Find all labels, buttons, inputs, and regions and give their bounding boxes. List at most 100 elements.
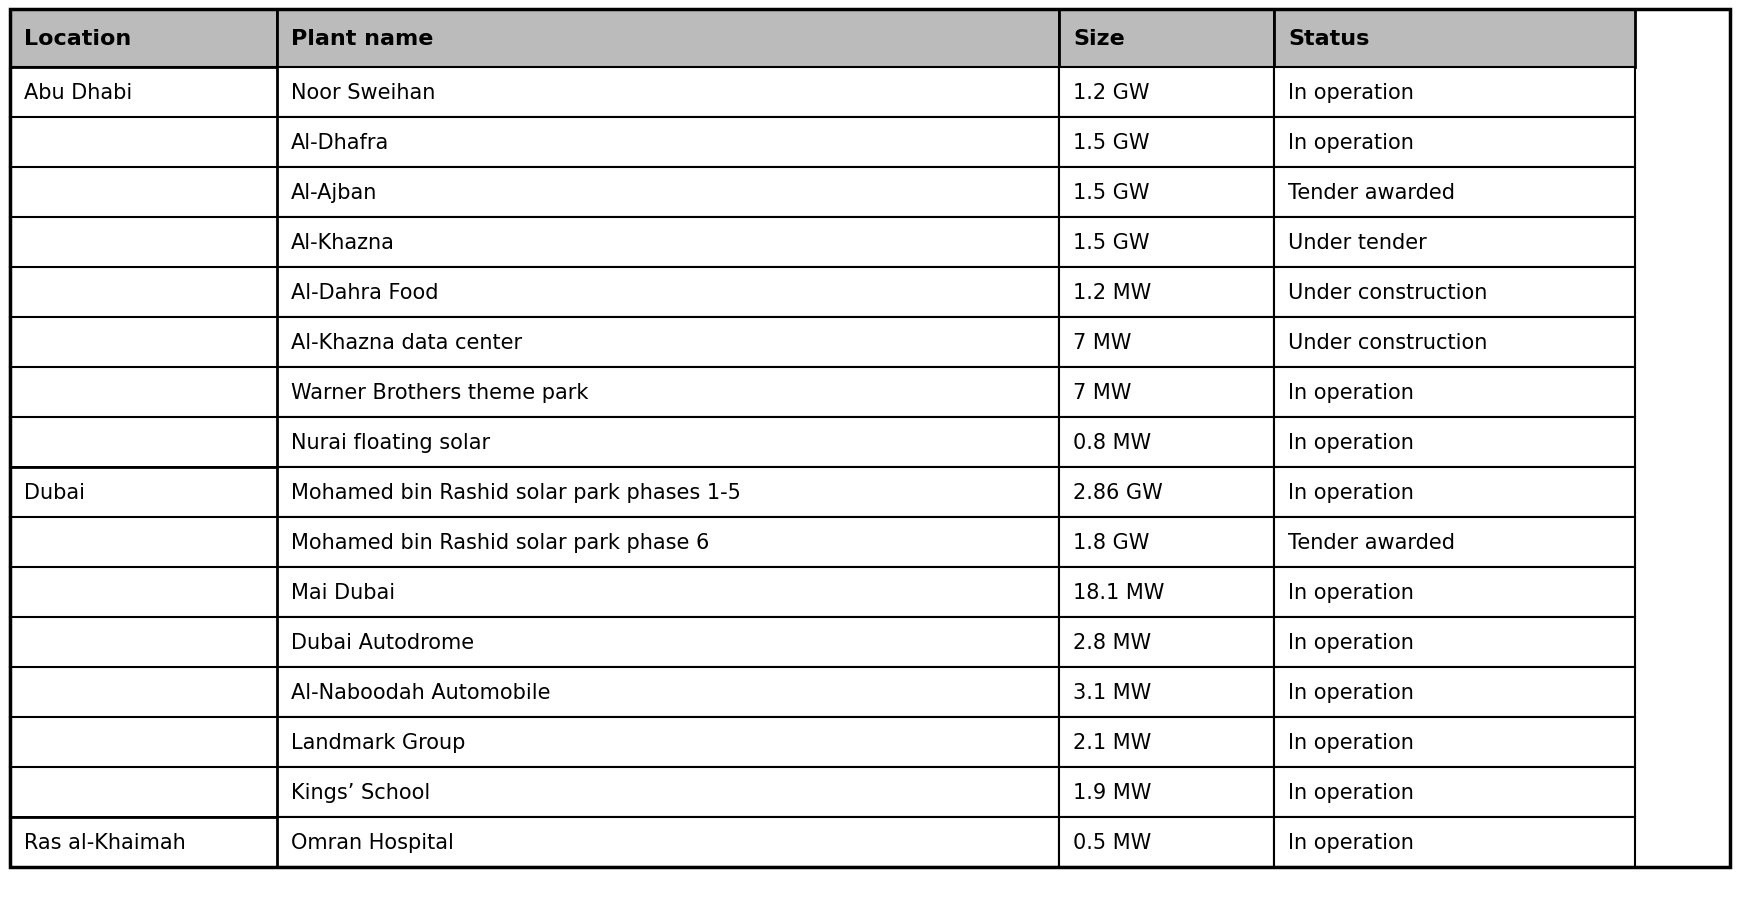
Bar [1059, 218, 1273, 267]
Text: Tender awarded: Tender awarded [1287, 183, 1454, 203]
Bar [277, 468, 1059, 517]
Bar [277, 318, 1059, 368]
Bar [1059, 468, 1273, 517]
Bar [1059, 618, 1273, 667]
Text: 2.8 MW: 2.8 MW [1073, 632, 1151, 652]
Text: 7 MW: 7 MW [1073, 382, 1130, 403]
Bar [10, 218, 277, 267]
Text: 1.2 MW: 1.2 MW [1073, 283, 1151, 302]
Bar [1273, 267, 1635, 318]
Text: Mohamed bin Rashid solar park phases 1-5: Mohamed bin Rashid solar park phases 1-5 [290, 482, 741, 503]
Text: In operation: In operation [1287, 632, 1414, 652]
Bar [277, 267, 1059, 318]
Text: Under tender: Under tender [1287, 233, 1426, 253]
Text: In operation: In operation [1287, 782, 1414, 802]
Bar [1273, 817, 1635, 867]
Bar [1059, 567, 1273, 618]
Bar [277, 118, 1059, 168]
Bar [1059, 168, 1273, 218]
Bar [1273, 667, 1635, 717]
Text: In operation: In operation [1287, 482, 1414, 503]
Text: Under construction: Under construction [1287, 333, 1487, 353]
Bar [10, 567, 277, 618]
Bar [1059, 417, 1273, 468]
Text: Al-Khazna: Al-Khazna [290, 233, 395, 253]
Bar [10, 667, 277, 717]
Text: 1.5 GW: 1.5 GW [1073, 233, 1149, 253]
Text: Plant name: Plant name [290, 29, 433, 49]
Text: Status: Status [1287, 29, 1369, 49]
Bar [1273, 517, 1635, 567]
Bar [1273, 118, 1635, 168]
Text: Ras al-Khaimah: Ras al-Khaimah [24, 832, 186, 852]
Text: In operation: In operation [1287, 83, 1414, 103]
Bar [10, 10, 277, 68]
Text: 1.5 GW: 1.5 GW [1073, 133, 1149, 153]
Text: 18.1 MW: 18.1 MW [1073, 583, 1163, 602]
Bar [1059, 667, 1273, 717]
Text: 2.1 MW: 2.1 MW [1073, 732, 1151, 752]
Text: Noor Sweihan: Noor Sweihan [290, 83, 435, 103]
Text: Mohamed bin Rashid solar park phase 6: Mohamed bin Rashid solar park phase 6 [290, 532, 708, 552]
Bar [1059, 318, 1273, 368]
Bar [277, 218, 1059, 267]
Text: Warner Brothers theme park: Warner Brothers theme park [290, 382, 588, 403]
Bar [277, 767, 1059, 817]
Bar [277, 817, 1059, 867]
Text: 7 MW: 7 MW [1073, 333, 1130, 353]
Text: Tender awarded: Tender awarded [1287, 532, 1454, 552]
Text: Al-Khazna data center: Al-Khazna data center [290, 333, 522, 353]
Bar [10, 168, 277, 218]
Bar [1059, 817, 1273, 867]
Text: 0.5 MW: 0.5 MW [1073, 832, 1151, 852]
Bar [277, 168, 1059, 218]
Bar [10, 468, 277, 817]
Text: In operation: In operation [1287, 133, 1414, 153]
Bar [277, 717, 1059, 767]
Text: In operation: In operation [1287, 732, 1414, 752]
Text: 2.86 GW: 2.86 GW [1073, 482, 1162, 503]
Bar [1059, 767, 1273, 817]
Bar [277, 417, 1059, 468]
Text: Abu Dhabi: Abu Dhabi [24, 83, 132, 103]
Bar [10, 68, 277, 118]
Text: Omran Hospital: Omran Hospital [290, 832, 454, 852]
Bar [277, 618, 1059, 667]
Bar [1059, 267, 1273, 318]
Bar [277, 567, 1059, 618]
Bar [1273, 767, 1635, 817]
Bar [1273, 10, 1635, 68]
Text: 1.9 MW: 1.9 MW [1073, 782, 1151, 802]
Text: Al-Dhafra: Al-Dhafra [290, 133, 388, 153]
Text: Al-Ajban: Al-Ajban [290, 183, 377, 203]
Bar [277, 667, 1059, 717]
Text: Al-Dahra Food: Al-Dahra Food [290, 283, 438, 302]
Bar [10, 68, 277, 468]
Bar [10, 517, 277, 567]
Bar [1059, 717, 1273, 767]
Bar [1273, 168, 1635, 218]
Text: Al-Naboodah Automobile: Al-Naboodah Automobile [290, 682, 550, 702]
Bar [10, 767, 277, 817]
Text: Mai Dubai: Mai Dubai [290, 583, 395, 602]
Bar [1273, 468, 1635, 517]
Bar [1273, 368, 1635, 417]
Bar [10, 618, 277, 667]
Text: Nurai floating solar: Nurai floating solar [290, 433, 489, 452]
Bar [1273, 318, 1635, 368]
Bar [10, 368, 277, 417]
Bar [1273, 417, 1635, 468]
Bar [10, 318, 277, 368]
Text: In operation: In operation [1287, 583, 1414, 602]
Bar [1059, 517, 1273, 567]
Text: Dubai Autodrome: Dubai Autodrome [290, 632, 473, 652]
Bar [1059, 10, 1273, 68]
Bar [277, 68, 1059, 118]
Text: Size: Size [1073, 29, 1125, 49]
Text: Under construction: Under construction [1287, 283, 1487, 302]
Bar [277, 10, 1059, 68]
Text: In operation: In operation [1287, 832, 1414, 852]
Bar [1273, 218, 1635, 267]
Text: Landmark Group: Landmark Group [290, 732, 464, 752]
Text: 1.2 GW: 1.2 GW [1073, 83, 1149, 103]
